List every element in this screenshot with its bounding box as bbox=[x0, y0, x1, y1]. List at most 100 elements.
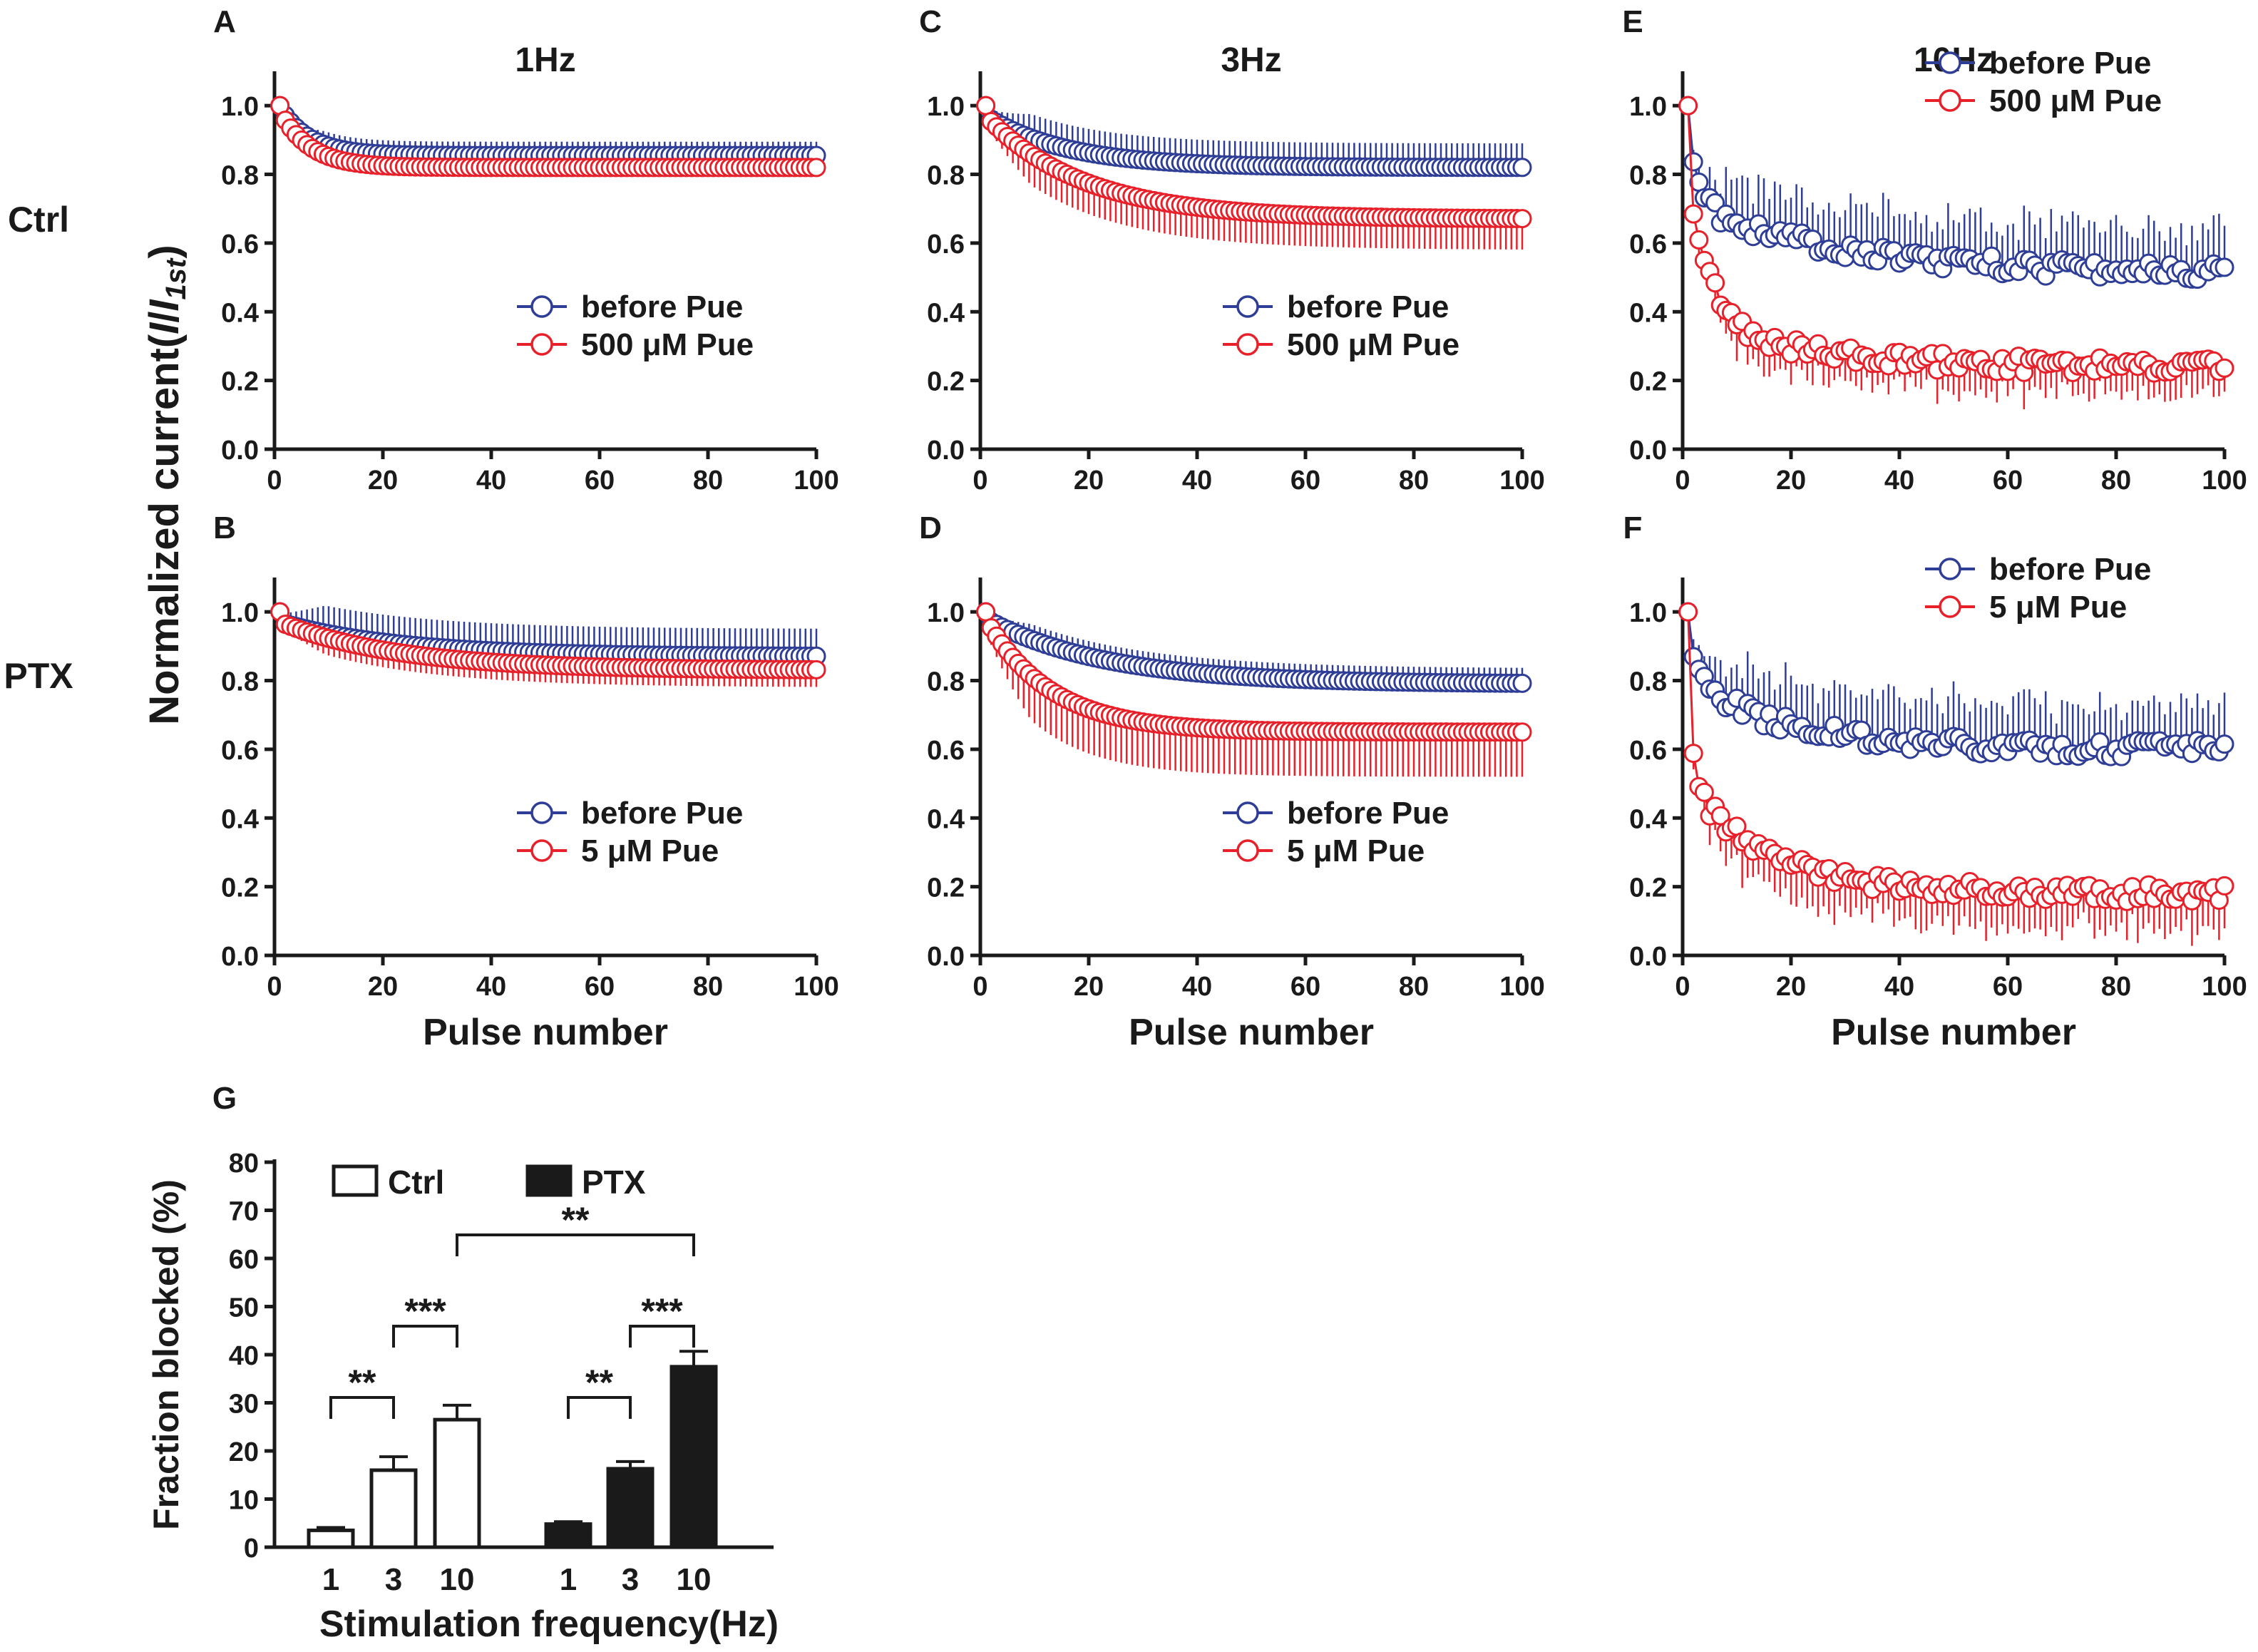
legend-marker bbox=[1236, 839, 1259, 862]
legend-label: before Pue bbox=[1989, 46, 2151, 81]
data-point bbox=[1678, 602, 1698, 622]
x-axis-label: Pulse number bbox=[1129, 1012, 1374, 1053]
legend-marker bbox=[1939, 89, 1961, 112]
legend-marker bbox=[530, 333, 553, 356]
y-axis-label: Fraction blocked (%) bbox=[146, 1179, 186, 1530]
legend-marker bbox=[1236, 333, 1259, 356]
bar-ptx-1hz bbox=[544, 1522, 592, 1549]
y-tick-label: 0.2 bbox=[1629, 873, 1667, 903]
legend-marker bbox=[530, 295, 553, 318]
shared-y-axis-label-i1: I bbox=[141, 299, 188, 312]
data-point bbox=[1705, 273, 1725, 293]
x-tick-label: 100 bbox=[1499, 466, 1544, 496]
panel-letter: G bbox=[212, 1081, 237, 1116]
legend-label: before Pue bbox=[1989, 552, 2151, 587]
y-tick-label: 0.8 bbox=[927, 667, 965, 697]
shared-y-axis-label-i: I bbox=[141, 322, 188, 334]
legend-label: 500 μM Pue bbox=[581, 327, 754, 362]
y-tick-label: 0.6 bbox=[1629, 736, 1667, 766]
significance-label: *** bbox=[404, 1291, 446, 1331]
x-tick-label: 80 bbox=[693, 466, 723, 496]
panel-letter: E bbox=[1622, 4, 1643, 39]
x-tick-label: 0 bbox=[267, 972, 282, 1002]
x-tick-label: 10 bbox=[677, 1562, 712, 1597]
x-tick-label: 40 bbox=[1182, 466, 1212, 496]
x-tick-label: 20 bbox=[368, 466, 398, 496]
data-point bbox=[976, 602, 996, 622]
data-point bbox=[2215, 257, 2234, 277]
x-tick-label: 1 bbox=[560, 1562, 577, 1597]
legend-marker bbox=[1236, 295, 1259, 318]
data-point bbox=[1683, 744, 1703, 764]
shared-y-axis-label-main: Normalized current( bbox=[141, 334, 188, 725]
x-tick-label: 20 bbox=[1074, 972, 1104, 1002]
y-tick-label: 0.4 bbox=[927, 804, 965, 834]
bar-ptx-10hz bbox=[669, 1365, 718, 1549]
data-point bbox=[1512, 158, 1532, 178]
x-tick-label: 20 bbox=[1776, 972, 1806, 1002]
y-tick-label: 60 bbox=[229, 1245, 259, 1275]
shared-y-axis-label: Normalized current(I/I1st) bbox=[141, 245, 192, 724]
x-tick-label: 10 bbox=[440, 1562, 475, 1597]
legend-label: 5 μM Pue bbox=[581, 833, 719, 868]
data-point bbox=[1689, 230, 1709, 250]
bar-ctrl-10hz bbox=[433, 1417, 481, 1549]
legend-label: before Pue bbox=[581, 289, 743, 324]
y-tick-label: 0.2 bbox=[221, 873, 259, 903]
panel-letter: A bbox=[213, 4, 236, 39]
series-red bbox=[270, 602, 826, 687]
panel-title: 1Hz bbox=[515, 41, 575, 79]
y-tick-label: 1.0 bbox=[221, 92, 259, 122]
data-point bbox=[1683, 204, 1703, 224]
series-blue bbox=[976, 602, 1532, 693]
data-point bbox=[2215, 358, 2234, 378]
shared-y-axis-label-slash: / bbox=[141, 312, 188, 323]
data-point bbox=[1694, 782, 1714, 802]
x-tick-label: 1 bbox=[322, 1562, 339, 1597]
y-tick-label: 0.0 bbox=[1629, 436, 1667, 466]
y-tick-label: 1.0 bbox=[1629, 598, 1667, 628]
x-axis-label: Stimulation frequency(Hz) bbox=[319, 1604, 779, 1645]
x-tick-label: 100 bbox=[794, 466, 838, 496]
legend-marker bbox=[1236, 801, 1259, 824]
x-tick-label: 20 bbox=[1074, 466, 1104, 496]
y-tick-label: 0.6 bbox=[221, 230, 259, 260]
panel-e-10hz-ctrl: E10Hz0.00.20.40.60.81.0020406080100befor… bbox=[1622, 4, 2247, 496]
significance-bracket bbox=[329, 1396, 395, 1419]
x-tick-label: 40 bbox=[476, 466, 506, 496]
y-tick-label: 0.6 bbox=[221, 736, 259, 766]
panel-title: 3Hz bbox=[1221, 41, 1281, 79]
legend-marker bbox=[1939, 595, 1961, 618]
data-point bbox=[1512, 209, 1532, 229]
y-tick-label: 0.4 bbox=[927, 298, 965, 328]
data-point bbox=[806, 660, 826, 679]
x-tick-label: 0 bbox=[267, 466, 282, 496]
panel-letter: D bbox=[919, 511, 942, 545]
series-red bbox=[976, 96, 1532, 250]
legend-label: before Pue bbox=[1287, 289, 1449, 324]
legend-label: PTX bbox=[582, 1164, 646, 1201]
y-tick-label: 50 bbox=[229, 1293, 259, 1323]
legend-label: 500 μM Pue bbox=[1287, 327, 1459, 362]
y-tick-label: 1.0 bbox=[927, 598, 965, 628]
legend-label: 500 μM Pue bbox=[1989, 83, 2162, 118]
x-tick-label: 80 bbox=[1399, 466, 1429, 496]
y-tick-label: 1.0 bbox=[927, 92, 965, 122]
x-tick-label: 20 bbox=[1776, 466, 1806, 496]
legend-label: before Pue bbox=[581, 796, 743, 831]
x-tick-label: 40 bbox=[1884, 972, 1914, 1002]
x-tick-label: 3 bbox=[385, 1562, 402, 1597]
y-tick-label: 0.6 bbox=[927, 230, 965, 260]
y-tick-label: 1.0 bbox=[1629, 92, 1667, 122]
y-tick-label: 10 bbox=[229, 1486, 259, 1516]
panel-b-1hz-ptx: B 0.0 0.2 0.4 0.6 0.8 1.0 0 20 40 60 80 100 Pulse num… bbox=[213, 511, 839, 1053]
x-tick-label: 60 bbox=[585, 466, 615, 496]
y-tick-label: 0.4 bbox=[221, 804, 259, 834]
legend-marker bbox=[530, 801, 553, 824]
series-blue bbox=[1678, 602, 2234, 766]
series-red bbox=[1678, 96, 2234, 409]
series-red bbox=[1678, 602, 2234, 946]
significance-label: ** bbox=[562, 1200, 590, 1240]
y-tick-label: 0.6 bbox=[1629, 230, 1667, 260]
x-tick-label: 80 bbox=[693, 972, 723, 1002]
